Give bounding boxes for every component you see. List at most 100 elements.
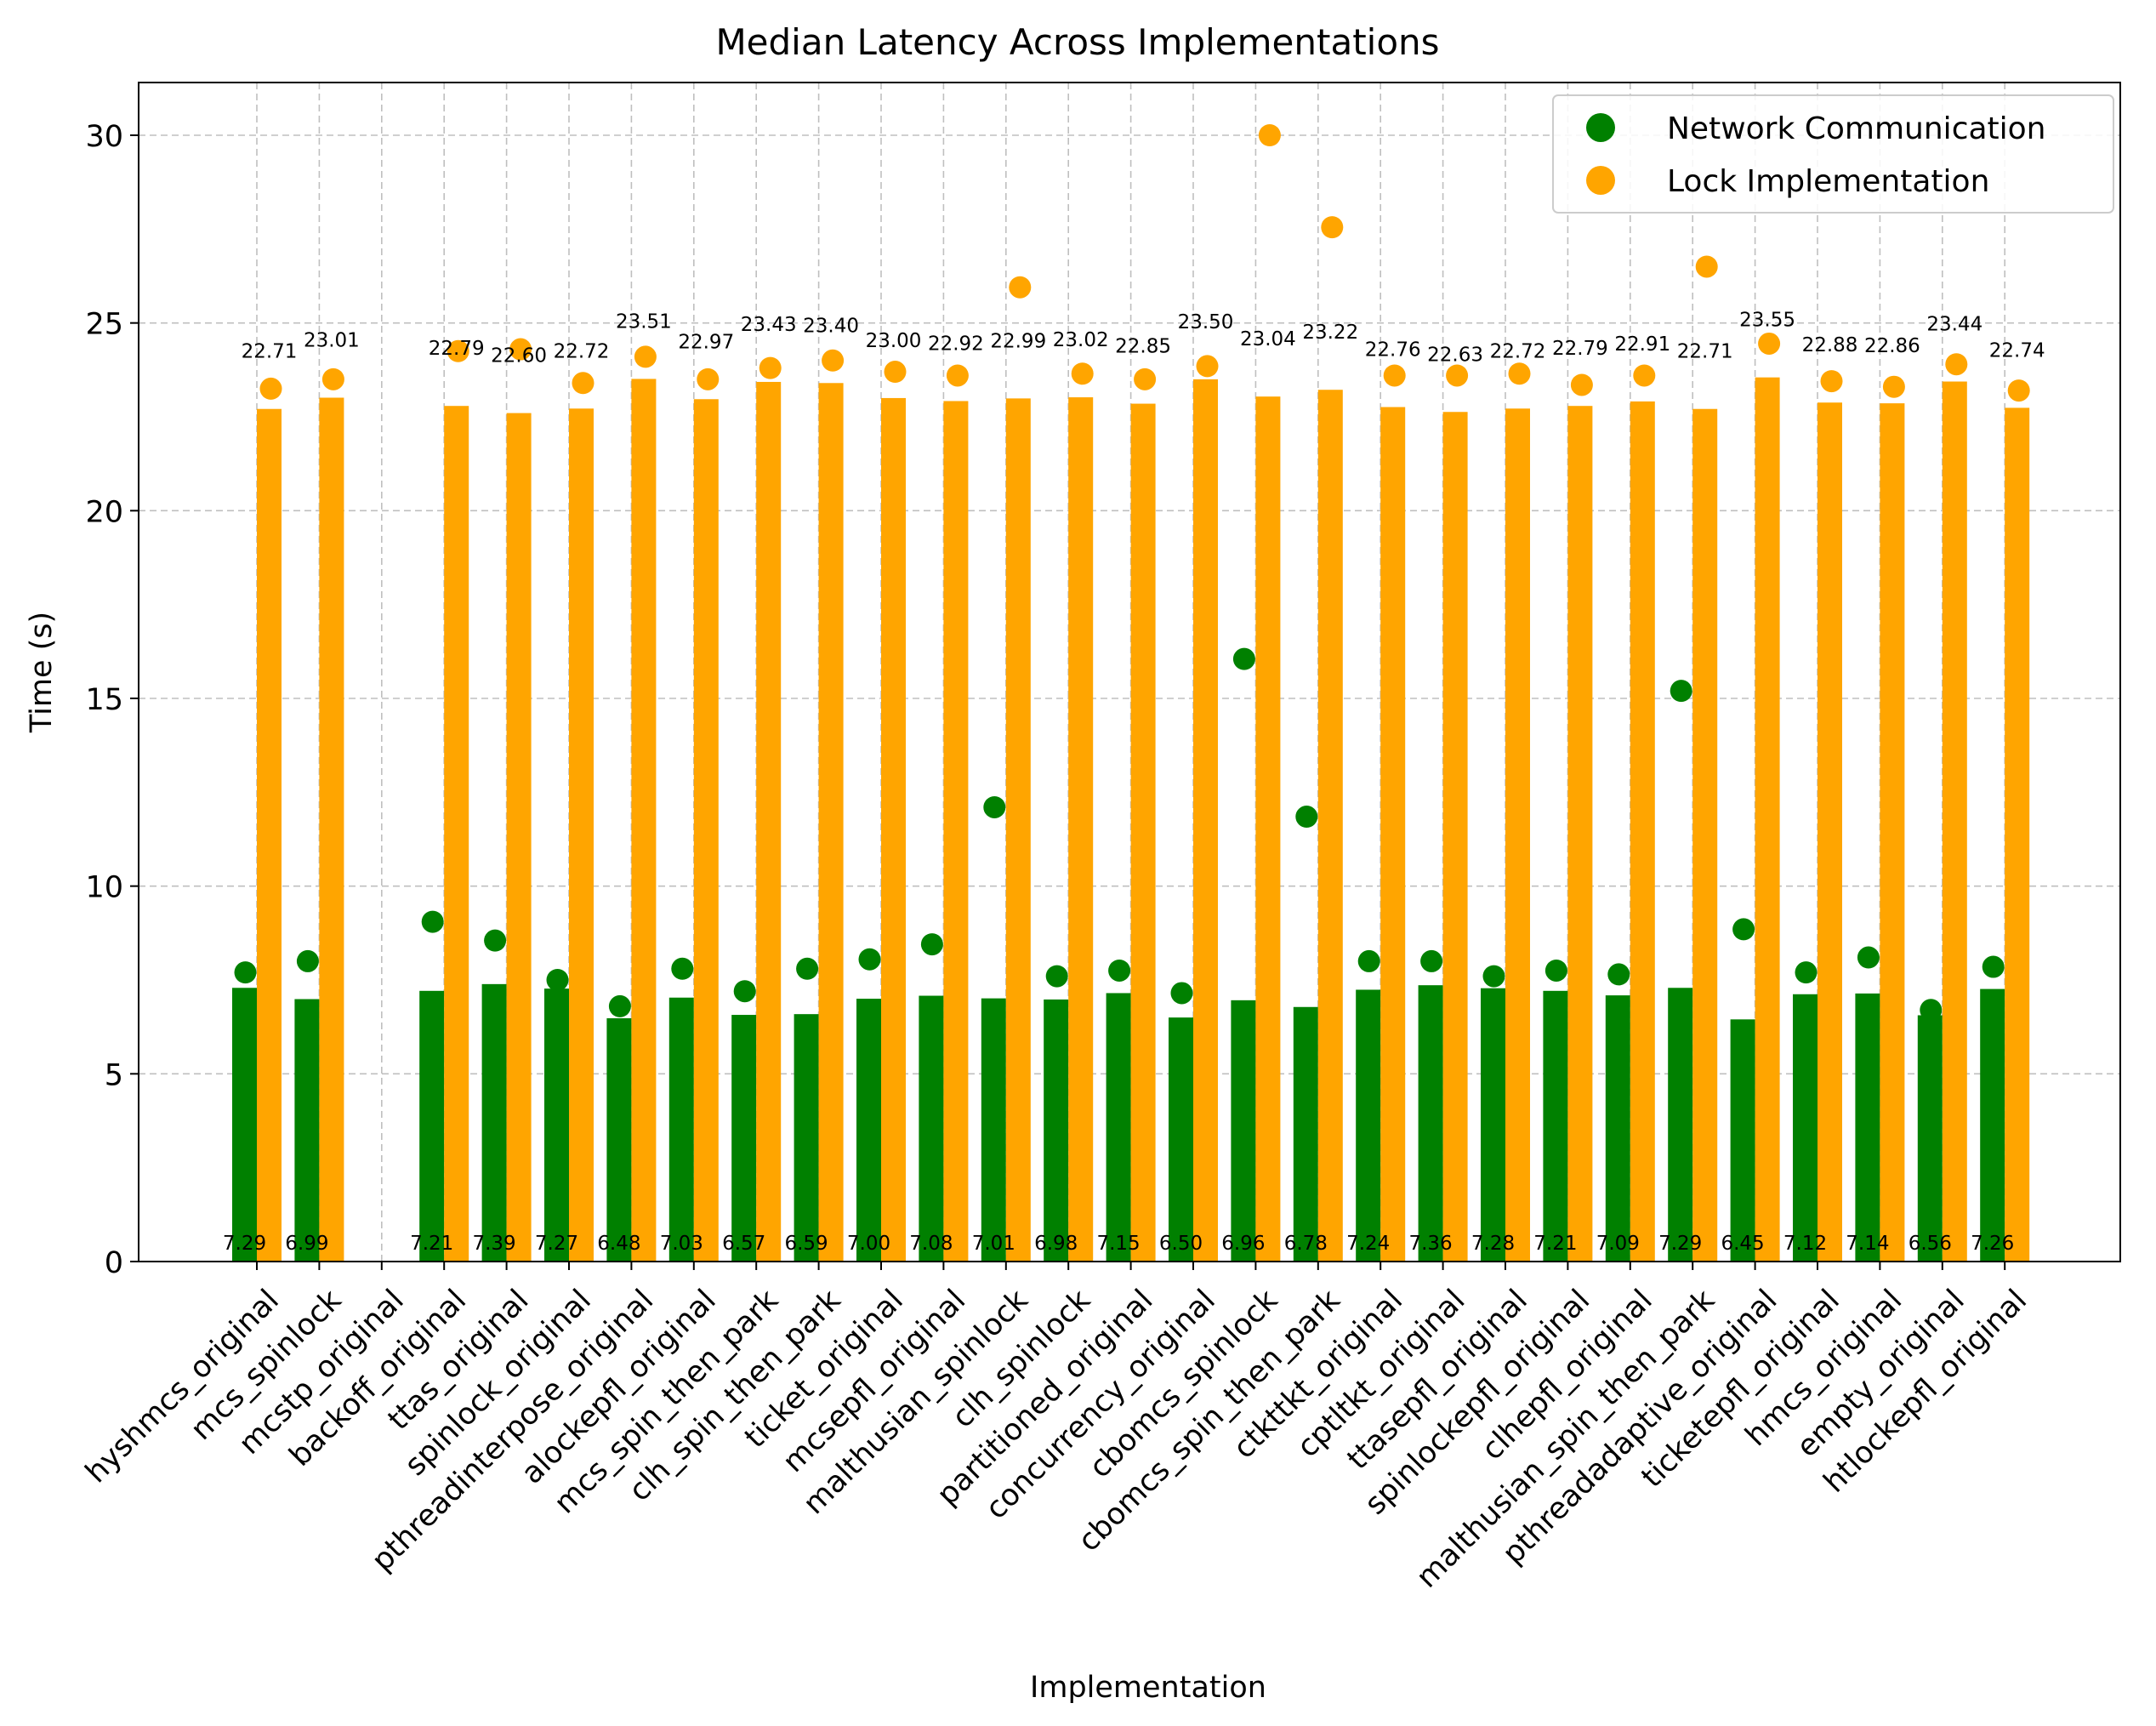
point-network-communication bbox=[296, 949, 319, 972]
point-lock-implementation bbox=[1196, 355, 1219, 378]
bar-label-lock-implementation: 22.71 bbox=[1677, 341, 1733, 363]
bar-lock-implementation bbox=[693, 399, 719, 1262]
bar-network-communication bbox=[1855, 993, 1880, 1262]
bar-label-lock-implementation: 22.86 bbox=[1864, 335, 1920, 357]
bar-lock-implementation bbox=[1317, 390, 1343, 1262]
point-lock-implementation bbox=[759, 356, 782, 379]
point-network-communication bbox=[920, 933, 943, 956]
bar-lock-implementation bbox=[1130, 403, 1156, 1262]
bar-label-lock-implementation: 22.74 bbox=[1989, 339, 2045, 362]
bar-label-network-communication: 7.28 bbox=[1471, 1233, 1515, 1255]
bar-label-network-communication: 7.21 bbox=[410, 1233, 453, 1255]
bar-lock-implementation bbox=[1755, 377, 1780, 1262]
bar-label-lock-implementation: 22.88 bbox=[1802, 334, 1858, 356]
bar-network-communication bbox=[1668, 988, 1693, 1262]
bar-label-lock-implementation: 23.44 bbox=[1926, 314, 1982, 336]
point-network-communication bbox=[796, 957, 819, 980]
bar-lock-implementation bbox=[1942, 381, 1967, 1262]
bar-label-lock-implementation: 23.00 bbox=[866, 330, 922, 352]
bar-lock-implementation bbox=[943, 401, 969, 1262]
point-lock-implementation bbox=[634, 345, 657, 368]
bar-network-communication bbox=[1169, 1017, 1193, 1262]
point-network-communication bbox=[1108, 959, 1131, 982]
point-network-communication bbox=[1670, 680, 1692, 703]
point-network-communication bbox=[1732, 918, 1755, 941]
bar-label-network-communication: 7.01 bbox=[972, 1233, 1015, 1255]
point-lock-implementation bbox=[1508, 362, 1531, 385]
bar-network-communication bbox=[668, 997, 694, 1262]
point-lock-implementation bbox=[1321, 216, 1344, 239]
bar-network-communication bbox=[981, 998, 1006, 1262]
bar-label-lock-implementation: 22.72 bbox=[554, 340, 610, 362]
legend-marker-network-communication bbox=[1586, 113, 1615, 142]
bar-network-communication bbox=[919, 995, 944, 1262]
point-lock-implementation bbox=[1882, 375, 1905, 398]
bar-network-communication bbox=[1106, 993, 1131, 1262]
point-network-communication bbox=[421, 910, 444, 933]
bar-network-communication bbox=[1917, 1015, 1943, 1262]
bar-label-network-communication: 6.78 bbox=[1284, 1233, 1328, 1255]
points bbox=[234, 124, 2030, 1022]
bar-label-network-communication: 7.26 bbox=[1971, 1233, 2014, 1255]
bar-network-communication bbox=[1356, 989, 1381, 1262]
bar-label-network-communication: 6.57 bbox=[722, 1233, 765, 1255]
point-network-communication bbox=[1544, 959, 1567, 982]
bar-label-network-communication: 6.99 bbox=[285, 1233, 328, 1255]
bar-network-communication bbox=[419, 990, 445, 1262]
bar-label-network-communication: 7.00 bbox=[847, 1233, 890, 1255]
bar-lock-implementation bbox=[631, 379, 657, 1262]
point-network-communication bbox=[1170, 982, 1193, 1005]
bar-lock-implementation bbox=[1442, 412, 1468, 1262]
bar-network-communication bbox=[1293, 1006, 1318, 1262]
bar-label-lock-implementation: 22.97 bbox=[678, 331, 734, 353]
bar-label-lock-implementation: 22.71 bbox=[242, 341, 298, 363]
bar-lock-implementation bbox=[1818, 402, 1842, 1262]
bar-label-network-communication: 7.21 bbox=[1533, 1233, 1577, 1255]
bar-lock-implementation bbox=[2005, 407, 2030, 1262]
point-lock-implementation bbox=[822, 349, 845, 372]
bar-label-network-communication: 7.08 bbox=[909, 1233, 953, 1255]
bar-label-lock-implementation: 23.01 bbox=[304, 329, 360, 351]
point-network-communication bbox=[1357, 949, 1380, 972]
bar-lock-implementation bbox=[1880, 403, 1905, 1262]
point-network-communication bbox=[858, 948, 881, 971]
bar-label-network-communication: 7.29 bbox=[1658, 1233, 1702, 1255]
bar-network-communication bbox=[1980, 988, 2005, 1262]
point-network-communication bbox=[1982, 955, 2005, 978]
bar-network-communication bbox=[1730, 1019, 1755, 1262]
point-lock-implementation bbox=[1258, 124, 1281, 146]
bar-network-communication bbox=[731, 1015, 757, 1262]
bar-label-network-communication: 7.29 bbox=[223, 1233, 266, 1255]
y-axis-label: Time (s) bbox=[25, 612, 59, 733]
point-lock-implementation bbox=[1820, 370, 1843, 393]
point-lock-implementation bbox=[946, 364, 969, 387]
point-network-communication bbox=[234, 961, 257, 984]
point-lock-implementation bbox=[884, 361, 907, 384]
bar-network-communication bbox=[294, 999, 320, 1262]
bar-label-network-communication: 6.98 bbox=[1034, 1233, 1078, 1255]
bars bbox=[232, 377, 2030, 1262]
point-network-communication bbox=[1607, 963, 1630, 986]
bar-label-network-communication: 7.14 bbox=[1846, 1233, 1889, 1255]
point-lock-implementation bbox=[1134, 367, 1157, 390]
bar-lock-implementation bbox=[1567, 406, 1593, 1262]
bar-label-network-communication: 7.15 bbox=[1096, 1233, 1140, 1255]
x-axis-label: Implementation bbox=[1030, 1671, 1266, 1705]
point-network-communication bbox=[484, 929, 507, 952]
y-axis: 0 5 10 15 20 25 30 bbox=[85, 120, 139, 1280]
bar-lock-implementation bbox=[756, 381, 782, 1262]
bar-network-communication bbox=[544, 988, 569, 1262]
bar-label-network-communication: 6.56 bbox=[1909, 1233, 1952, 1255]
point-network-communication bbox=[608, 994, 631, 1017]
bar-network-communication bbox=[1543, 990, 1568, 1262]
point-lock-implementation bbox=[1446, 364, 1469, 387]
point-network-communication bbox=[983, 795, 1006, 818]
bar-lock-implementation bbox=[1692, 408, 1718, 1262]
bar-label-network-communication: 7.27 bbox=[535, 1233, 578, 1255]
bar-label-lock-implementation: 22.85 bbox=[1115, 336, 1171, 358]
bar-network-communication bbox=[794, 1014, 819, 1262]
plot-frame bbox=[138, 82, 2121, 1262]
point-network-communication bbox=[1795, 961, 1818, 984]
bar-lock-implementation bbox=[444, 406, 469, 1262]
bar-lock-implementation bbox=[1380, 407, 1406, 1262]
